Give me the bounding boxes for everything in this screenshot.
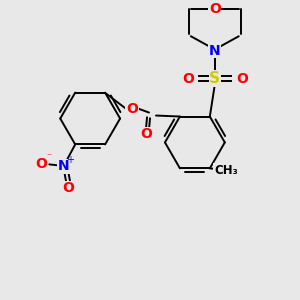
- Text: +: +: [66, 155, 74, 165]
- Text: O: O: [126, 101, 138, 116]
- Text: O: O: [236, 72, 248, 86]
- Text: N: N: [209, 44, 220, 58]
- Text: ⁻: ⁻: [47, 152, 52, 162]
- Text: O: O: [182, 72, 194, 86]
- Text: S: S: [209, 71, 220, 86]
- Text: CH₃: CH₃: [214, 164, 238, 177]
- Text: O: O: [35, 158, 47, 171]
- Text: O: O: [140, 128, 152, 142]
- Text: N: N: [57, 159, 69, 173]
- Text: O: O: [62, 181, 74, 195]
- Text: O: O: [209, 2, 221, 16]
